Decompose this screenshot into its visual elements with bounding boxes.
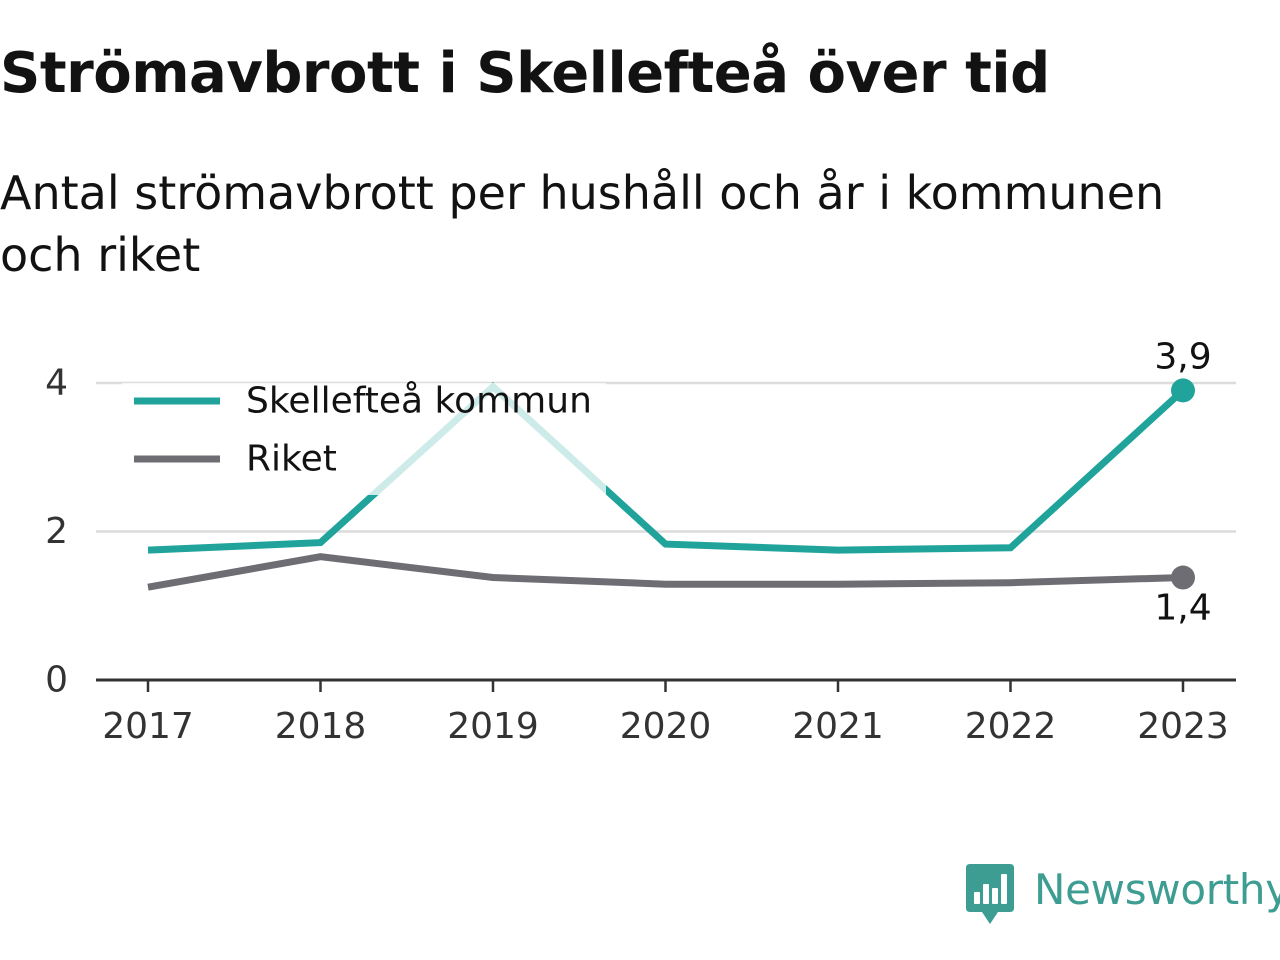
x-tick-label: 2023 xyxy=(1137,706,1229,747)
newsworthy-brand[interactable]: Newsworthy xyxy=(964,862,1280,926)
series-lines xyxy=(147,381,1186,591)
series-line-1 xyxy=(147,553,1184,591)
chart-title: Strömavbrott i Skellefteå över tid xyxy=(0,41,1050,106)
legend-label: Skellefteå kommun xyxy=(246,381,592,422)
x-axis: 2017 2018 2019 2020 2021 2022 2023 xyxy=(96,678,1236,747)
x-tick-label: 2022 xyxy=(965,706,1057,747)
x-tick-label: 2019 xyxy=(447,706,539,747)
legend-label: Riket xyxy=(246,439,337,480)
x-tick-label: 2018 xyxy=(275,706,367,747)
y-tick-label: 4 xyxy=(45,363,68,404)
y-axis-ticks: 0 2 4 xyxy=(45,363,68,701)
chart-subtitle: Antal strömavbrott per hushåll och år i … xyxy=(0,166,1165,282)
x-tick-label: 2020 xyxy=(620,706,712,747)
legend: Skellefteå kommun Riket xyxy=(122,381,606,495)
series-end-label: 3,9 xyxy=(1154,336,1211,377)
series-line-0 xyxy=(147,381,1186,554)
x-tick-label: 2021 xyxy=(792,706,884,747)
series-end-point xyxy=(1171,565,1195,590)
series-end-point xyxy=(1171,378,1195,403)
end-labels: 3,9 1,4 xyxy=(1154,336,1211,628)
y-tick-label: 0 xyxy=(45,660,68,701)
series-end-label: 1,4 xyxy=(1154,588,1211,629)
brand-name: Newsworthy xyxy=(1034,865,1280,914)
x-tick-label: 2017 xyxy=(102,706,194,747)
y-tick-label: 2 xyxy=(45,511,68,552)
newsworthy-logo-icon xyxy=(966,864,1014,924)
